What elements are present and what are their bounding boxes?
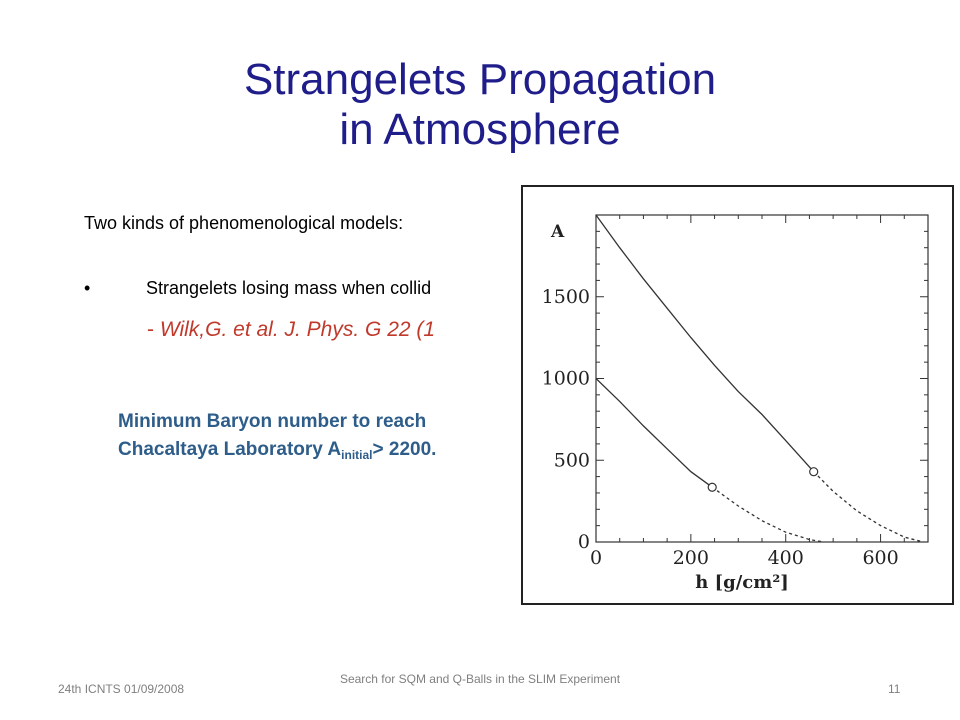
x-tick-label: 200: [673, 547, 709, 569]
bullet-item: • Strangelets losing mass when collid: [84, 278, 431, 299]
bullet-dot: •: [84, 278, 91, 298]
baryon-note: Minimum Baryon number to reach Chacaltay…: [118, 408, 436, 469]
chart-svg: 0 500 1000 1500 0 200 400 600 Ah [g/cm²]: [542, 214, 929, 593]
slide-title: Strangelets Propagation in Atmosphere: [0, 55, 960, 155]
note-line-2: Chacaltaya Laboratory Ainitial> 2200.: [118, 436, 436, 469]
title-line-1: Strangelets Propagation: [243, 55, 717, 104]
plot-frame: [595, 214, 929, 543]
y-tick-label: 1000: [542, 368, 590, 390]
x-tick-label: 600: [862, 547, 898, 569]
y-tick-label: 0: [578, 531, 590, 553]
note-subscript: initial: [341, 448, 373, 462]
reference-text: Wilk,G. et al. J. Phys. G 22 (1: [159, 318, 436, 341]
reference: - Wilk,G. et al. J. Phys. G 22 (1: [147, 318, 435, 342]
y-tick-label: 1500: [542, 286, 590, 308]
series-line-2: [813, 471, 924, 543]
reference-dash: -: [147, 318, 160, 341]
series-line-1: [595, 214, 815, 473]
y-tick-label: 500: [554, 449, 590, 471]
series-line-3: [595, 378, 713, 488]
transition-marker: [707, 482, 717, 492]
title-line-2: in Atmosphere: [339, 105, 621, 154]
y-axis-label: A: [550, 222, 565, 242]
footer-date: 24th ICNTS 01/09/2008: [58, 682, 185, 696]
x-tick-label: 400: [768, 547, 804, 569]
intro-text: Two kinds of phenomenological models:: [84, 213, 404, 233]
footer-title: Search for SQM and Q-Balls in the SLIM E…: [339, 672, 621, 686]
slide-number: 11: [888, 682, 901, 696]
bullet-text: Strangelets losing mass when collid: [146, 278, 432, 298]
x-axis-label: h [g/cm²]: [695, 572, 788, 593]
note-line-1: Minimum Baryon number to reach: [118, 411, 427, 432]
transition-marker: [809, 467, 819, 477]
note-suffix: > 2200.: [372, 439, 437, 460]
series-line-4: [711, 486, 824, 543]
x-tick-label: 0: [590, 547, 602, 569]
note-prefix: Chacaltaya Laboratory A: [118, 439, 342, 460]
